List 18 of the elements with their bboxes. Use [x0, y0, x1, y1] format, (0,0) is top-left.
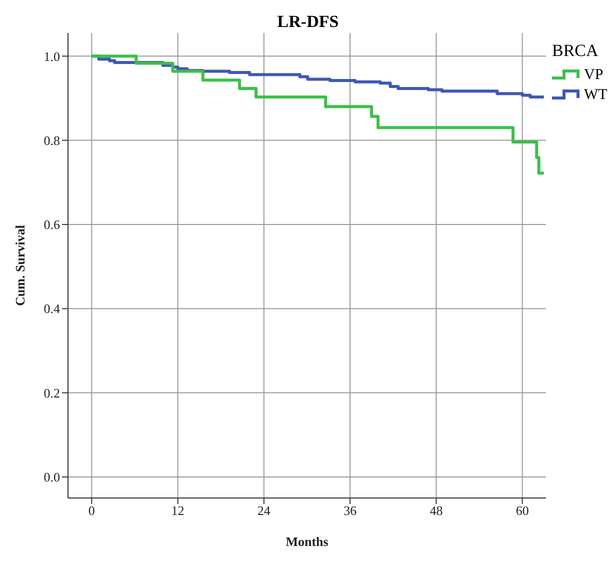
legend-label: WT	[584, 86, 608, 104]
legend-label: VP	[584, 66, 604, 84]
x-tick-label: 12	[171, 503, 184, 518]
x-tick-label: 0	[88, 503, 95, 518]
y-tick-label: 0.0	[44, 470, 60, 485]
x-tick-label: 24	[257, 503, 271, 518]
chart-title: LR-DFS	[276, 12, 340, 32]
y-tick-label: 0.4	[44, 301, 60, 316]
y-axis-title: Cum. Survival	[12, 224, 28, 306]
y-tick-label: 0.8	[44, 132, 60, 148]
x-tick-label: 48	[430, 503, 443, 518]
x-axis-title: Months	[286, 534, 328, 549]
y-tick-label: 1.0	[44, 48, 60, 64]
x-tick-label: 36	[344, 503, 358, 518]
x-tick-label: 60	[516, 503, 529, 518]
y-tick-label: 0.6	[44, 217, 60, 232]
y-tick-label: 0.2	[44, 385, 60, 400]
legend-title: BRCA	[552, 41, 600, 61]
